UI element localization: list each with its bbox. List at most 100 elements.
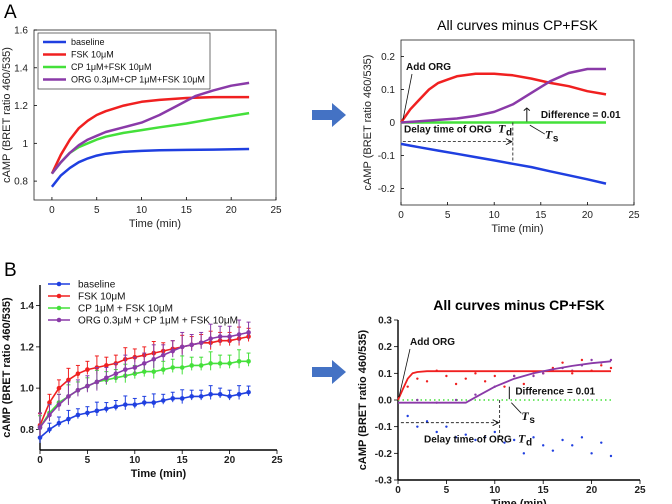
- series-line-blue: [50, 147, 250, 188]
- data-point-blue: [435, 430, 438, 434]
- y-tick-label: -0.1: [375, 422, 393, 433]
- data-point-blue: [104, 406, 109, 412]
- data-point-purple: [208, 336, 213, 341]
- y-axis-label: cAMP (BRET ratio 460/535): [1, 47, 13, 183]
- data-point-green: [236, 359, 242, 364]
- data-point-blue: [454, 436, 458, 439]
- data-point-blue: [56, 420, 62, 426]
- data-point-blue: [580, 436, 584, 439]
- x-tick-label: 15: [177, 455, 189, 466]
- ts-pointer: [529, 124, 546, 135]
- data-point-red: [483, 380, 487, 383]
- legend-label: CP 1μM+FSK 10μM: [71, 62, 151, 72]
- x-tick-label: 25: [271, 455, 283, 466]
- legend-label: baseline: [78, 280, 116, 291]
- plot-frame: [33, 29, 277, 201]
- x-axis-label: Time (min): [131, 468, 187, 480]
- x-axis-label: Time (min): [129, 218, 181, 230]
- data-point-blue: [512, 438, 516, 442]
- arrow-a-icon: [312, 103, 346, 127]
- annotation-add-org: Add ORG: [410, 337, 455, 348]
- y-tick-label: 0.1: [378, 369, 392, 380]
- arrow-b-icon: [312, 360, 346, 384]
- data-point-blue: [542, 444, 545, 447]
- x-tick-label: 5: [444, 485, 450, 496]
- x-tick-label: 10: [136, 205, 148, 216]
- y-tick-label: 1.6: [14, 26, 28, 37]
- x-tick-label: 20: [586, 485, 598, 496]
- ts-pointer: [511, 402, 522, 414]
- data-point-blue: [123, 402, 128, 407]
- y-tick-label: 1.2: [14, 101, 28, 112]
- data-point-red: [75, 371, 81, 376]
- series-line-purple: [50, 81, 250, 175]
- data-point-blue: [246, 389, 251, 395]
- data-point-blue: [160, 398, 166, 403]
- data-point-red: [464, 377, 467, 380]
- chart-title: All curves minus CP+FSK: [437, 17, 598, 33]
- data-point-purple: [160, 352, 166, 358]
- x-tick-label: 5: [445, 210, 451, 221]
- data-point-blue: [37, 435, 43, 440]
- data-point-blue: [600, 441, 603, 444]
- y-tick-label: -0.2: [375, 449, 393, 460]
- annotation-add-pointer: [398, 348, 411, 398]
- data-point-red: [600, 364, 603, 367]
- data-point-red: [416, 377, 419, 380]
- fit-line-red: [397, 370, 611, 401]
- annotation-difference: Difference = 0.01: [515, 387, 595, 398]
- series-line-red: [399, 72, 607, 124]
- annotation-difference: Difference = 0.01: [541, 110, 621, 121]
- data-point-purple: [66, 394, 71, 399]
- data-point-blue: [483, 436, 487, 439]
- data-point-purple: [151, 356, 157, 362]
- x-tick-label: 10: [489, 485, 501, 496]
- data-point-purple: [454, 398, 458, 402]
- legend-label: FSK 10μM: [78, 292, 125, 303]
- data-point-blue: [493, 430, 496, 434]
- y-tick-label: 0.2: [378, 342, 392, 353]
- data-point-purple: [75, 387, 81, 393]
- x-tick-label: 15: [538, 485, 550, 496]
- data-point-red: [522, 382, 526, 386]
- series-line-red: [50, 95, 250, 175]
- data-point-red: [571, 372, 574, 375]
- x-tick-label: 15: [181, 205, 193, 216]
- legend-marker: [56, 317, 62, 323]
- data-point-blue: [503, 441, 506, 444]
- data-point-purple: [123, 367, 128, 372]
- data-point-blue: [416, 425, 419, 428]
- data-point-green: [160, 367, 166, 372]
- annotation-td-sub: d: [506, 127, 512, 138]
- fit-line-purple: [398, 360, 612, 404]
- x-tick-label: 15: [535, 210, 547, 221]
- y-tick-label: 0.8: [14, 177, 28, 188]
- data-point-blue: [141, 400, 147, 405]
- annotation-ts: T: [521, 409, 529, 423]
- legend-marker: [56, 281, 62, 287]
- data-point-purple: [113, 371, 119, 376]
- legend-label: baseline: [71, 37, 105, 47]
- data-point-green: [246, 359, 251, 364]
- y-tick-label: 1.2: [20, 342, 34, 353]
- data-point-blue: [85, 410, 90, 416]
- y-tick-label: 1: [22, 139, 28, 150]
- annotation-add-pointer: [402, 73, 413, 120]
- x-tick-label: 0: [398, 210, 404, 221]
- data-point-purple: [47, 412, 52, 418]
- x-tick-label: 0: [37, 455, 43, 466]
- annotation-td: T: [498, 121, 506, 135]
- data-point-purple: [132, 365, 138, 370]
- data-point-green: [179, 365, 185, 370]
- data-point-purple: [141, 361, 147, 366]
- series-line-blue: [400, 142, 607, 185]
- annotation-delay: Delay time of ORG: [404, 124, 492, 135]
- data-point-blue: [66, 416, 71, 422]
- chart-b1: 0 5 10 15 20 25 0.8 1.0 1.2 1.4 Time (min) cAMP (BR…: [1, 280, 283, 481]
- data-point-red: [47, 400, 52, 405]
- data-point-blue: [561, 438, 564, 442]
- legend-marker: [56, 293, 62, 299]
- data-point-purple: [56, 402, 62, 407]
- annotation-add-org: Add ORG: [406, 62, 451, 73]
- chart-title: All curves minus CP+FSK: [433, 297, 605, 313]
